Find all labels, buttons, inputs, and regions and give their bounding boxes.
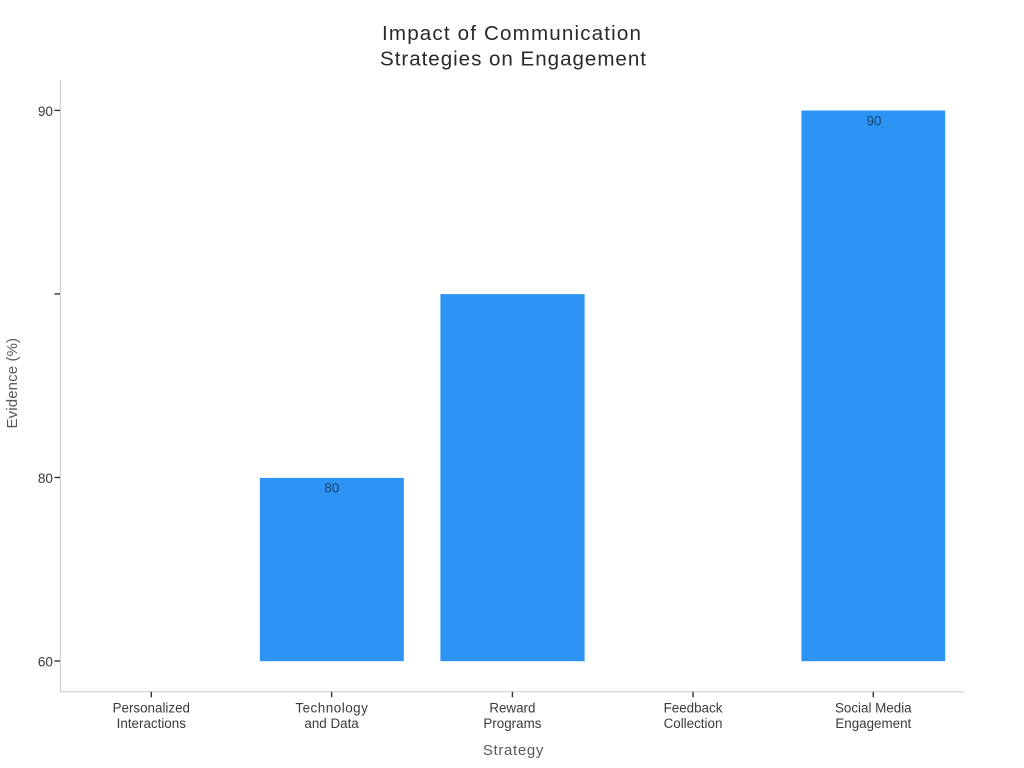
svg-text:60: 60 bbox=[38, 655, 54, 670]
svg-text:Strategy: Strategy bbox=[483, 742, 544, 759]
svg-text:Evidence (%): Evidence (%) bbox=[4, 338, 21, 429]
svg-text:80: 80 bbox=[38, 471, 54, 486]
svg-text:Collection: Collection bbox=[664, 716, 723, 731]
svg-text:Social Media: Social Media bbox=[835, 701, 912, 716]
svg-text:90: 90 bbox=[38, 104, 54, 119]
svg-text:Reward: Reward bbox=[489, 701, 535, 716]
svg-text:Interactions: Interactions bbox=[117, 716, 187, 731]
svg-text:Strategies on Engagement: Strategies on Engagement bbox=[380, 47, 646, 70]
svg-text:80: 80 bbox=[324, 480, 340, 495]
svg-text:Personalized: Personalized bbox=[113, 701, 190, 716]
svg-text:and Data: and Data bbox=[304, 716, 359, 731]
svg-text:Impact of Communication: Impact of Communication bbox=[382, 22, 641, 45]
svg-text:Technology: Technology bbox=[295, 701, 368, 716]
svg-text:Engagement: Engagement bbox=[835, 716, 911, 731]
svg-text:Programs: Programs bbox=[483, 716, 541, 731]
svg-text:Feedback: Feedback bbox=[664, 701, 723, 716]
svg-text:90: 90 bbox=[866, 114, 882, 129]
